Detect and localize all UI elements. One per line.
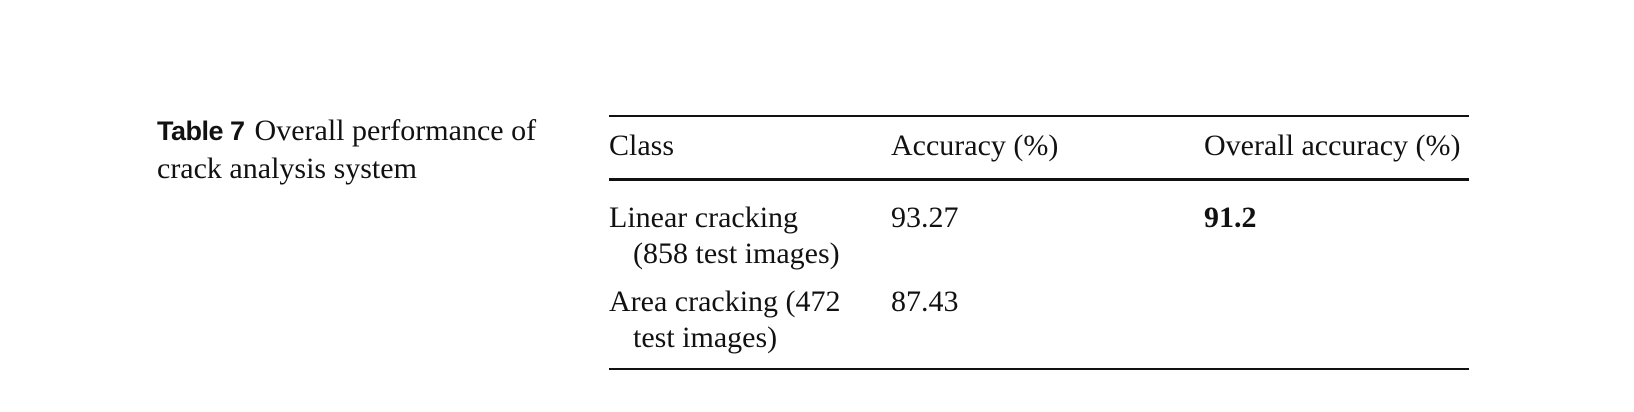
class-cell: Area cracking (472 test images) bbox=[609, 284, 891, 368]
accuracy-cell: 93.27 bbox=[891, 201, 959, 234]
class-name-line-2: test images) bbox=[633, 321, 778, 354]
table-label: Table 7 bbox=[157, 116, 245, 146]
table-top-rule bbox=[609, 115, 1469, 117]
table-bottom-rule bbox=[609, 368, 1469, 370]
accuracy-cell: 87.43 bbox=[891, 285, 959, 318]
caption-title-part-1: Overall performance of bbox=[254, 114, 537, 147]
class-name-line-1: Linear cracking bbox=[609, 201, 799, 234]
header-accuracy: Accuracy (%) bbox=[891, 129, 1059, 162]
class-cell: Linear cracking (858 test images) bbox=[609, 200, 891, 284]
overall-accuracy-cell bbox=[1204, 284, 1469, 368]
table-header-row: Class Accuracy (%) Overall accuracy (%) bbox=[609, 117, 1469, 178]
overall-accuracy-cell: 91.2 bbox=[1204, 201, 1257, 234]
header-class: Class bbox=[609, 129, 675, 162]
table-caption: Table 7 Overall performance of crack anal… bbox=[157, 112, 577, 187]
header-overall-accuracy: Overall accuracy (%) bbox=[1204, 129, 1461, 162]
table-row: Area cracking (472 test images) 87.43 bbox=[609, 284, 1469, 368]
caption-line-1: Table 7 Overall performance of bbox=[157, 112, 577, 150]
caption-title-part-2: crack analysis system bbox=[157, 152, 417, 185]
table-row: Linear cracking (858 test images) 93.27 … bbox=[609, 181, 1469, 284]
results-table: Class Accuracy (%) Overall accuracy (%) … bbox=[609, 115, 1469, 370]
class-name-line-2: (858 test images) bbox=[633, 237, 840, 270]
table-header-rule bbox=[609, 178, 1469, 181]
class-name-line-1: Area cracking (472 bbox=[609, 285, 841, 318]
